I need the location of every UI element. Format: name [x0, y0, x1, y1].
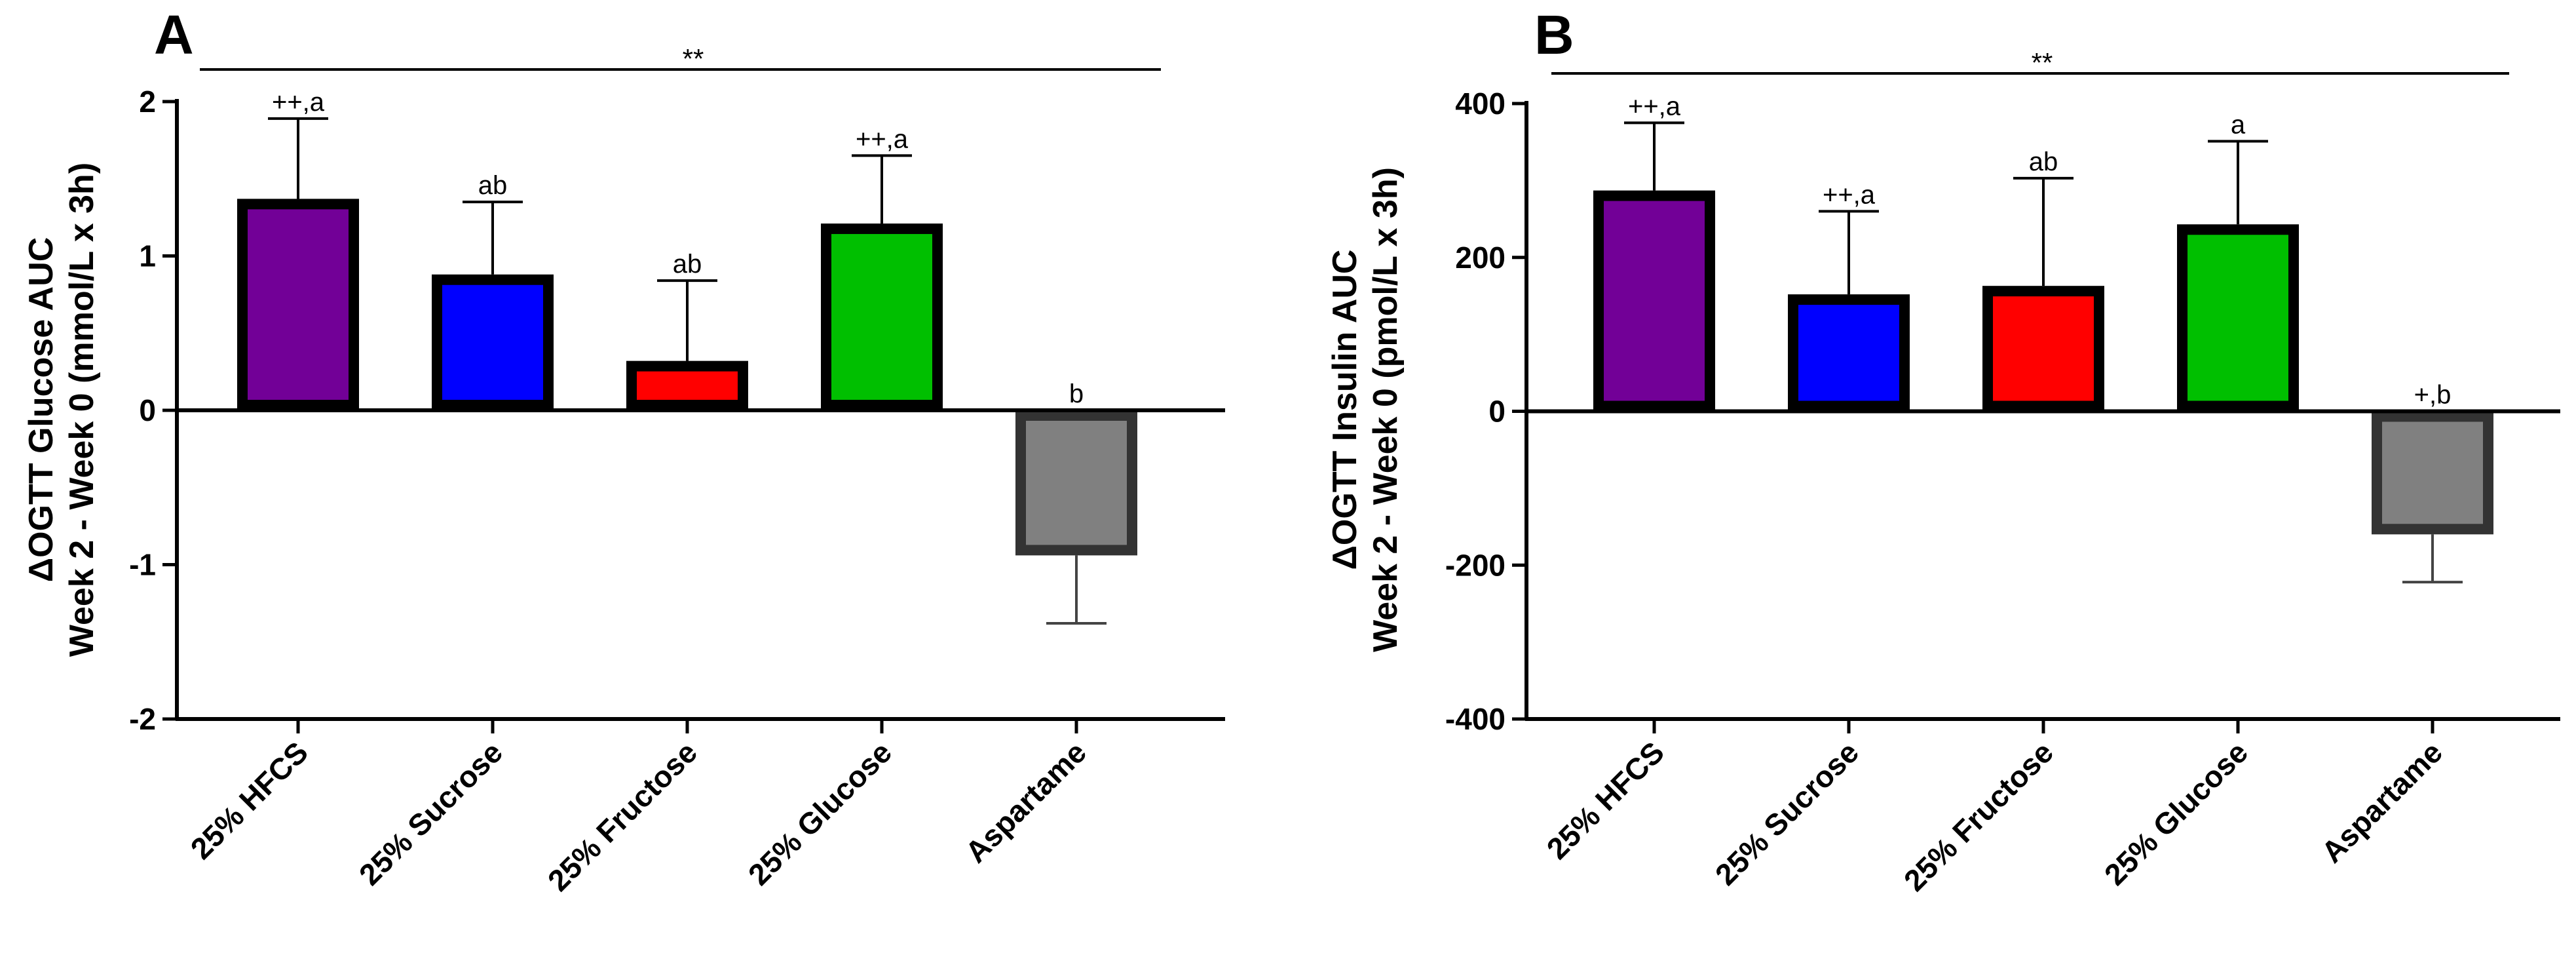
category-label-a-4: Aspartame: [958, 735, 1093, 869]
category-label-b-0: 25% HFCS: [1540, 735, 1671, 865]
y-tick-label-b-3: -200: [1445, 548, 1506, 582]
bar-b-2: [1982, 286, 2104, 412]
bar-b-0: [1593, 190, 1715, 412]
y-tick-label-b-1: 200: [1455, 241, 1506, 275]
bar-b-4: [2372, 411, 2493, 535]
significance-label-b: **: [2032, 47, 2053, 78]
category-label-b-1: 25% Sucrose: [1709, 735, 1865, 891]
category-label-b-2: 25% Fructose: [1897, 735, 2060, 897]
bar-annotation-a-3: ++,a: [856, 125, 909, 153]
bar-a-0: [237, 199, 359, 410]
y-axis-label-line2-a: Week 2 - Week 0 (mmol/L x 3h): [63, 163, 101, 657]
category-label-b-4: Aspartame: [2315, 735, 2449, 869]
y-axis-label-line2-b: Week 2 - Week 0 (pmol/L x 3h): [1367, 167, 1405, 652]
bar-annotation-a-4: b: [1069, 379, 1084, 408]
y-tick-label-b-2: 0: [1488, 395, 1506, 429]
y-tick-label-a-4: -2: [129, 702, 156, 736]
y-tick-label-a-1: 1: [139, 239, 156, 273]
category-label-a-0: 25% HFCS: [184, 735, 314, 865]
category-label-b-3: 25% Glucose: [2098, 735, 2254, 891]
bar-annotation-b-1: ++,a: [1823, 180, 1876, 209]
panel-b: B ΔOGTT Insulin AUC Week 2 - Week 0 (pmo…: [1326, 4, 2560, 898]
category-label-a-2: 25% Fructose: [541, 735, 704, 897]
y-tick-label-a-2: 0: [139, 393, 156, 427]
panel-letter-b: B: [1534, 4, 1574, 66]
panel-letter-a: A: [154, 4, 194, 66]
bar-annotation-b-3: a: [2231, 111, 2246, 140]
y-axis-label-line1-a: ΔOGTT Glucose AUC: [22, 237, 60, 583]
bar-annotation-b-2: ab: [2029, 147, 2058, 176]
y-tick-label-a-3: -1: [129, 548, 156, 582]
bar-annotation-a-1: ab: [478, 171, 508, 200]
bar-b-1: [1788, 294, 1910, 412]
category-label-a-3: 25% Glucose: [742, 735, 898, 891]
bar-b-3: [2177, 224, 2299, 412]
category-label-a-1: 25% Sucrose: [352, 735, 509, 891]
bar-a-1: [432, 274, 554, 411]
bar-annotation-b-0: ++,a: [1628, 92, 1681, 121]
y-axis-label-line1-b: ΔOGTT Insulin AUC: [1326, 250, 1364, 570]
bar-a-3: [821, 224, 943, 410]
panel-a: A ΔOGTT Glucose AUC Week 2 - Week 0 (mmo…: [22, 4, 1225, 898]
bar-annotation-a-2: ab: [673, 250, 702, 279]
plot-area-b: 400 200 0 -200 -400 ++,a 25% HFCS ++,a 25% Sucro…: [1445, 87, 2560, 898]
bar-annotation-a-0: ++,a: [272, 88, 325, 117]
bar-a-2: [626, 360, 748, 411]
bar-annotation-b-4: +,b: [2414, 381, 2452, 410]
y-tick-label-b-4: -400: [1445, 702, 1506, 736]
y-tick-label-a-0: 2: [139, 85, 156, 119]
plot-area-a: 2 1 0 -1 -2 ++,a 25% HFCS ab 25% Sucrose ab 25% Fr…: [129, 85, 1225, 898]
bar-a-4: [1015, 410, 1137, 556]
significance-label-a: **: [683, 43, 704, 74]
y-tick-label-b-0: 400: [1455, 87, 1506, 121]
